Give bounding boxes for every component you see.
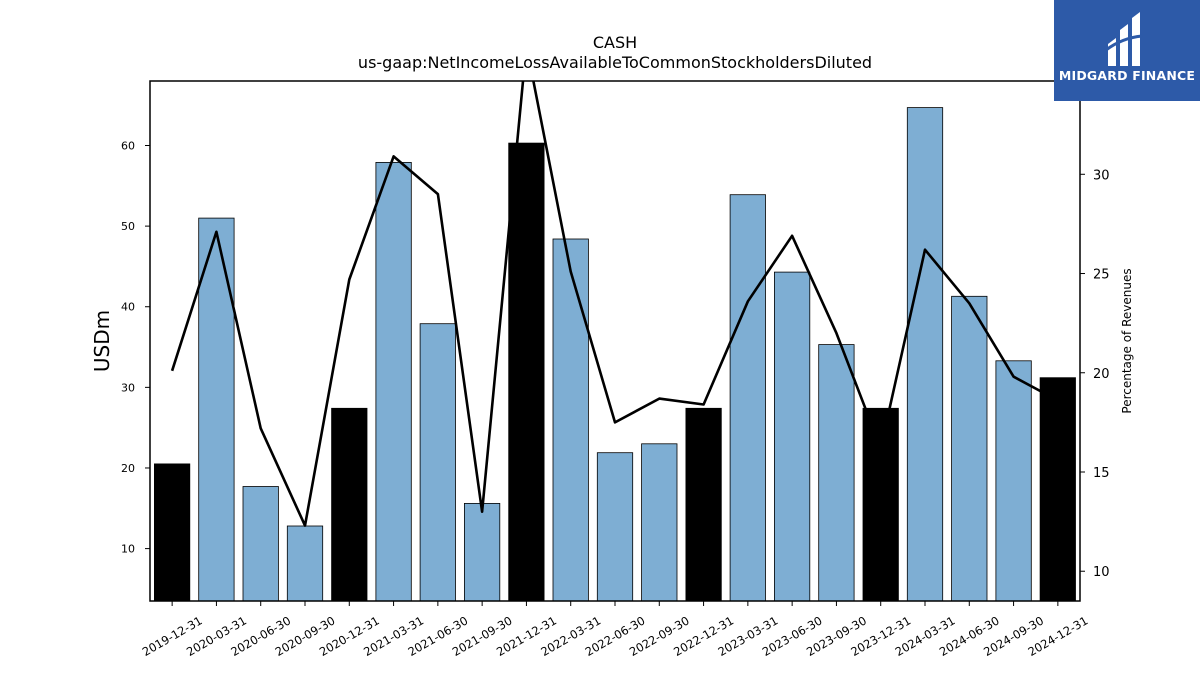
midgard-logo-icon bbox=[1105, 12, 1143, 66]
bar-2022-06-30 bbox=[596, 452, 634, 602]
brand-logo-text: MIDGARD FINANCE bbox=[1058, 68, 1196, 83]
bar-2024-03-31 bbox=[906, 107, 944, 602]
bar-2020-06-30 bbox=[242, 486, 279, 602]
y-axis-right: 10 15 20 25 30 bbox=[1080, 168, 1110, 580]
y2-tick-label: 20 bbox=[1093, 367, 1110, 382]
bar-2021-06-30 bbox=[419, 323, 456, 602]
y2-tick-label: 10 bbox=[1093, 565, 1110, 580]
bar-2019-12-31 bbox=[153, 463, 191, 602]
bar-2024-12-31 bbox=[1039, 377, 1076, 602]
chart-subtitle: us-gaap:NetIncomeLossAvailableToCommonSt… bbox=[358, 53, 872, 72]
y2-tick-label: 30 bbox=[1093, 168, 1110, 183]
x-axis: 2019-12-312020-03-312020-06-302020-09-30… bbox=[140, 601, 1090, 659]
y-tick-label: 20 bbox=[121, 462, 135, 475]
y-tick-label: 50 bbox=[121, 220, 135, 233]
y-axis-label: USDm bbox=[90, 310, 114, 372]
bar-2020-12-31 bbox=[331, 407, 368, 602]
y2-tick-label: 25 bbox=[1093, 268, 1110, 283]
y-tick-label: 10 bbox=[121, 543, 135, 556]
line-series bbox=[170, 81, 1059, 527]
brand-logo: MIDGARD FINANCE bbox=[1054, 0, 1200, 101]
bar-2022-03-31 bbox=[552, 238, 589, 602]
bar-2022-09-30 bbox=[641, 443, 678, 602]
y-tick-label: 40 bbox=[121, 301, 135, 314]
bar-series bbox=[153, 107, 1076, 602]
bar-2023-09-30 bbox=[818, 344, 855, 602]
y-tick-label: 30 bbox=[121, 381, 135, 394]
bar-2022-12-31 bbox=[685, 407, 722, 602]
bar-2021-03-31 bbox=[375, 161, 412, 602]
bar-2021-09-30 bbox=[463, 502, 501, 602]
percentage-of-revenues-line bbox=[170, 81, 1059, 527]
bar-2024-06-30 bbox=[951, 295, 988, 602]
bar-2023-12-31 bbox=[862, 407, 899, 602]
y2-axis-label: Percentage of Revenues bbox=[1120, 268, 1134, 413]
bar-2020-09-30 bbox=[286, 525, 324, 602]
y-axis-left: 10 20 30 40 50 60 bbox=[121, 139, 150, 556]
bar-2024-09-30 bbox=[995, 360, 1032, 602]
y-tick-label: 60 bbox=[121, 139, 135, 152]
bar-2020-03-31 bbox=[198, 217, 235, 602]
y2-tick-label: 15 bbox=[1093, 466, 1110, 481]
bar-2021-12-31 bbox=[508, 142, 545, 602]
bar-2023-06-30 bbox=[774, 271, 811, 602]
bar-2023-03-31 bbox=[729, 194, 766, 602]
chart-title: CASH bbox=[593, 33, 637, 52]
